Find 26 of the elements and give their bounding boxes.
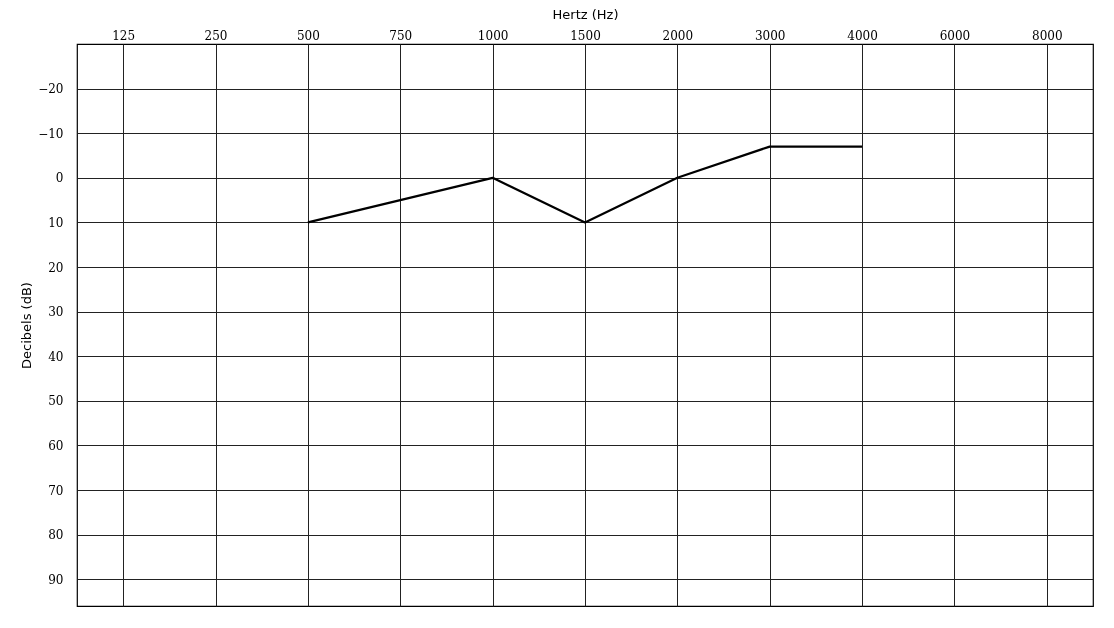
x-axis-title: Hertz (Hz) — [552, 6, 619, 22]
y-tick-label: −10 — [38, 126, 64, 141]
y-tick-label: 80 — [48, 528, 64, 543]
x-tick-label: 250 — [204, 28, 228, 43]
y-tick-label: 30 — [48, 305, 64, 320]
y-tick-label: 60 — [48, 438, 64, 453]
y-tick-label: 0 — [55, 171, 64, 186]
y-axis-title: Decibels (dB) — [19, 282, 35, 369]
x-tick-label: 1500 — [570, 28, 601, 43]
y-tick-label: 40 — [48, 349, 64, 364]
x-tick-label: 1000 — [477, 28, 509, 43]
x-tick-label: 8000 — [1032, 28, 1063, 43]
x-tick-label: 3000 — [754, 28, 786, 43]
y-tick-label: 10 — [48, 215, 64, 230]
x-tick-label: 2000 — [662, 28, 694, 43]
y-tick-label: 50 — [48, 394, 64, 409]
x-tick-label: 6000 — [939, 28, 971, 43]
x-tick-label: 500 — [296, 28, 320, 43]
y-tick-label: 20 — [48, 260, 64, 275]
x-tick-label: 750 — [389, 28, 413, 43]
y-tick-label: 70 — [48, 483, 64, 498]
y-tick-label: 90 — [48, 572, 64, 587]
x-tick-label: 125 — [112, 28, 136, 43]
line-series — [306, 145, 864, 224]
x-tick-label: 4000 — [847, 28, 878, 43]
y-tick-label: −20 — [38, 82, 64, 97]
